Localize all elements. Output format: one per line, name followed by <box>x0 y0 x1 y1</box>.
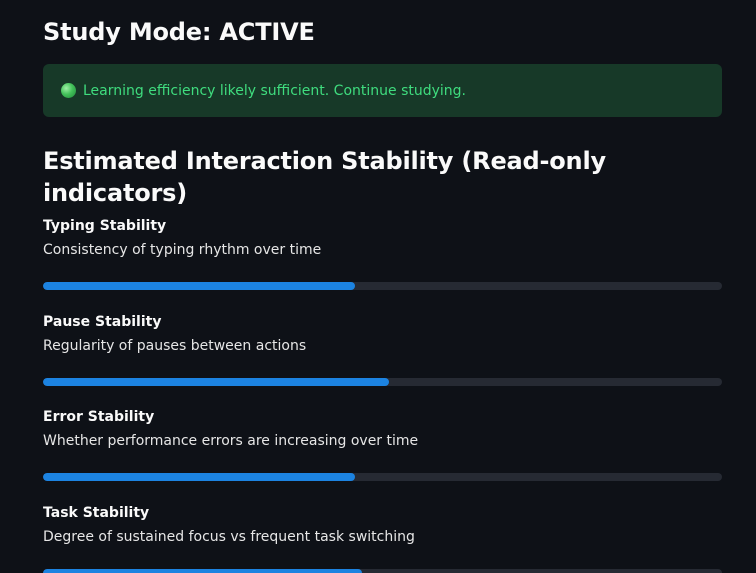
metric-description: Whether performance errors are increasin… <box>43 433 419 449</box>
metric-name: Task Stability <box>43 504 150 521</box>
progress-track <box>43 473 722 481</box>
metric-name: Error Stability <box>43 409 155 425</box>
metric-description: Regularity of pauses between actions <box>43 337 307 354</box>
progress-track <box>43 282 722 290</box>
metric-typing-stability: Typing Stability Consistency of typing r… <box>43 217 722 313</box>
study-mode-title: Study Mode: ACTIVE <box>43 18 315 46</box>
metric-name: Typing Stability <box>43 218 167 234</box>
progress-fill <box>43 282 356 290</box>
progress-fill <box>43 473 356 481</box>
metric-task-stability: Task Stability Degree of sustained focus… <box>43 504 722 573</box>
metric-pause-stability: Pause Stability Regularity of pauses bet… <box>43 313 722 409</box>
progress-track <box>43 568 722 573</box>
metric-description: Consistency of typing rhythm over time <box>43 242 322 258</box>
alert-message: Learning efficiency likely sufficient. C… <box>83 82 467 99</box>
success-alert: Learning efficiency likely sufficient. C… <box>43 64 722 117</box>
stability-metrics: Typing Stability Consistency of typing r… <box>43 217 722 573</box>
metric-error-stability: Error Stability Whether performance erro… <box>43 408 722 504</box>
progress-fill <box>43 377 390 386</box>
metric-name: Pause Stability <box>43 313 162 330</box>
progress-fill <box>43 568 363 573</box>
metric-description: Degree of sustained focus vs frequent ta… <box>43 528 415 545</box>
green-circle-icon <box>61 83 76 98</box>
progress-track <box>43 377 722 386</box>
stability-section-title: Estimated Interaction Stability (Read-on… <box>43 147 606 207</box>
